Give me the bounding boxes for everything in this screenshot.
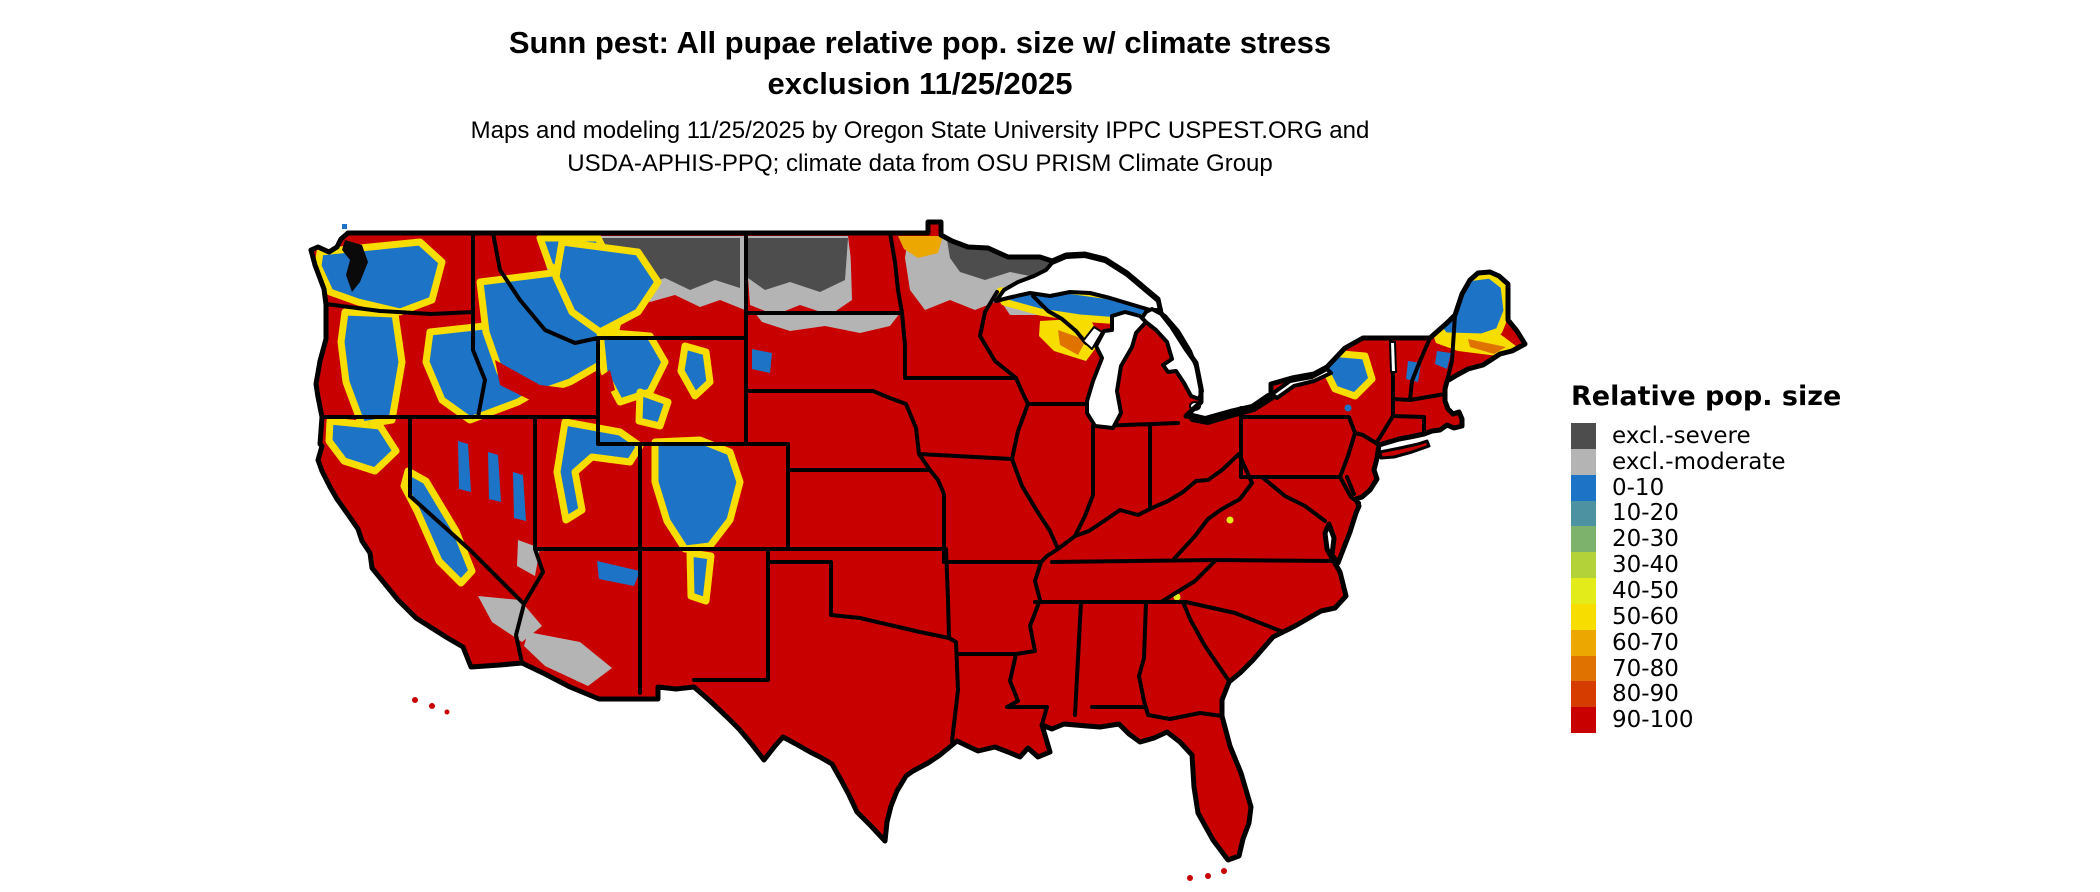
channel-island-dot xyxy=(444,709,450,715)
blue-montana-west xyxy=(552,238,662,336)
florida-keys-dot xyxy=(1187,875,1193,881)
legend-swatch xyxy=(1571,603,1596,630)
excl-moderate-southdakota xyxy=(755,313,900,333)
legend-label: 30-40 xyxy=(1612,552,1679,579)
legend-items: excl.-severe excl.-moderate 0-10 10-20 20-30… xyxy=(1571,423,1841,733)
blue-windriver xyxy=(635,388,672,430)
title-line-2: exclusion 11/25/2025 xyxy=(767,66,1073,101)
blue-white-mountains xyxy=(1435,351,1451,369)
florida-keys-dot xyxy=(1205,873,1211,879)
state-borders xyxy=(320,231,1457,743)
map-legend: Relative pop. size excl.-severe excl.-mod… xyxy=(1571,381,1841,733)
subtitle-line-1: Maps and modeling 11/25/2025 by Oregon S… xyxy=(470,117,1370,144)
legend-item: excl.-severe xyxy=(1571,423,1841,449)
subtitle: Maps and modeling 11/25/2025 by Oregon S… xyxy=(0,114,1840,180)
blue-newmexico xyxy=(686,549,715,605)
yellow-dot-westvirginia xyxy=(1226,516,1234,524)
legend-item: 50-60 xyxy=(1571,604,1841,630)
legend-label: 60-70 xyxy=(1612,629,1679,656)
legend-item: 10-20 xyxy=(1571,500,1841,527)
subtitle-line-2: USDA-APHIS-PPQ; climate data from OSU PR… xyxy=(567,150,1273,177)
channel-island-dot xyxy=(429,703,435,709)
orange-wisconsin xyxy=(1058,330,1086,355)
legend-swatch xyxy=(1571,629,1596,656)
nw-corner-mark xyxy=(342,224,347,229)
blue-klamath xyxy=(325,417,400,475)
orange-topband-mn xyxy=(898,236,943,258)
legend-swatch xyxy=(1571,707,1596,734)
blue-black-hills xyxy=(752,349,772,373)
legend-item: excl.-moderate xyxy=(1571,449,1841,475)
coastal-dots xyxy=(342,224,1227,881)
legend-item: 60-70 xyxy=(1571,630,1841,656)
legend-swatch xyxy=(1571,500,1596,527)
blue-nevada-ridge-2 xyxy=(488,452,501,502)
legend-label: 90-100 xyxy=(1612,707,1694,734)
legend-item: 40-50 xyxy=(1571,578,1841,604)
legend-swatch xyxy=(1571,423,1596,449)
small-blue-ranges xyxy=(458,349,1451,586)
legend-label: 70-80 xyxy=(1612,655,1679,682)
legend-label: 50-60 xyxy=(1612,603,1679,630)
blue-nevada-ridge-1 xyxy=(458,441,471,492)
title-line-1: Sunn pest: All pupae relative pop. size … xyxy=(508,25,1332,60)
orange-maine-band xyxy=(1468,339,1506,354)
florida-keys-dot xyxy=(1221,868,1227,874)
legend-item: 20-30 xyxy=(1571,526,1841,552)
blue-bighorn xyxy=(677,342,714,400)
legend-label: 10-20 xyxy=(1612,500,1679,527)
lake-ontario xyxy=(1270,367,1333,400)
legend-label: 20-30 xyxy=(1612,526,1679,553)
blue-mogollon xyxy=(597,561,640,586)
blue-dot-catskills xyxy=(1344,404,1352,412)
legend-label: excl.-severe xyxy=(1612,422,1751,449)
excl-severe-northdakota xyxy=(745,238,848,292)
legend-swatch xyxy=(1571,552,1596,579)
blue-utah-wasatch xyxy=(553,418,644,524)
legend-swatch xyxy=(1571,448,1596,475)
puget-sound xyxy=(342,240,368,292)
legend-swatch xyxy=(1571,474,1596,501)
legend-label: 40-50 xyxy=(1612,577,1679,604)
channel-island-dot xyxy=(412,697,418,703)
excl-moderate-sw-arizona xyxy=(524,632,612,686)
blue-nevada-ridge-3 xyxy=(513,472,526,521)
legend-label: 0-10 xyxy=(1612,474,1665,501)
excl-moderate-se-california xyxy=(478,596,542,642)
legend-swatch xyxy=(1571,655,1596,682)
legend-item: 90-100 xyxy=(1571,707,1841,733)
legend-item: 0-10 xyxy=(1571,475,1841,501)
legend-item: 30-40 xyxy=(1571,552,1841,578)
green-bay xyxy=(1082,326,1103,350)
legend-swatch xyxy=(1571,578,1596,604)
legend-label: excl.-moderate xyxy=(1612,448,1786,475)
legend-item: 70-80 xyxy=(1571,656,1841,682)
long-island xyxy=(1378,439,1431,460)
us-outline xyxy=(308,219,1528,863)
legend-swatch xyxy=(1571,526,1596,553)
legend-item: 80-90 xyxy=(1571,681,1841,707)
page-title: Sunn pest: All pupae relative pop. size … xyxy=(0,22,1840,104)
legend-swatch xyxy=(1571,681,1596,708)
legend-label: 80-90 xyxy=(1612,681,1679,708)
red-snake-plain xyxy=(495,360,615,405)
great-lakes xyxy=(994,254,1397,430)
lake-champlain xyxy=(1389,341,1397,373)
legend-title: Relative pop. size xyxy=(1571,381,1842,412)
